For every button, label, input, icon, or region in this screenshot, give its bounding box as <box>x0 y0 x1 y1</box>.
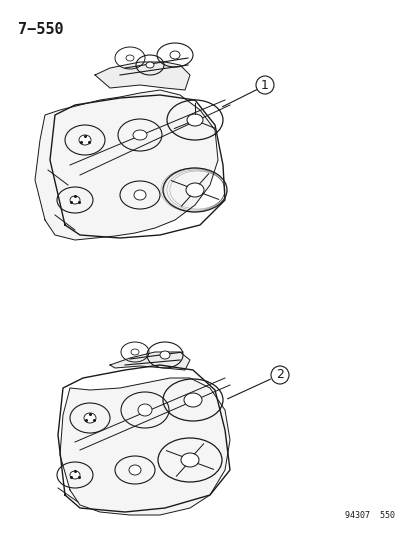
Text: 1: 1 <box>261 78 268 92</box>
Ellipse shape <box>79 135 91 145</box>
Polygon shape <box>35 90 218 240</box>
Ellipse shape <box>131 349 139 355</box>
Ellipse shape <box>185 183 204 197</box>
Ellipse shape <box>70 196 80 204</box>
Polygon shape <box>60 378 230 515</box>
Polygon shape <box>110 352 190 370</box>
Text: 94307  550: 94307 550 <box>344 511 394 520</box>
Ellipse shape <box>84 413 96 423</box>
Ellipse shape <box>70 471 80 479</box>
Ellipse shape <box>126 55 134 61</box>
Text: 2: 2 <box>275 368 283 382</box>
Ellipse shape <box>180 453 199 467</box>
Ellipse shape <box>183 393 202 407</box>
Ellipse shape <box>187 114 202 126</box>
Ellipse shape <box>146 62 154 68</box>
Ellipse shape <box>133 130 147 140</box>
Ellipse shape <box>129 465 141 475</box>
Ellipse shape <box>138 404 152 416</box>
Text: 7−550: 7−550 <box>18 22 64 37</box>
Polygon shape <box>95 62 190 90</box>
Ellipse shape <box>170 51 180 59</box>
Ellipse shape <box>134 190 146 200</box>
Ellipse shape <box>159 351 170 359</box>
